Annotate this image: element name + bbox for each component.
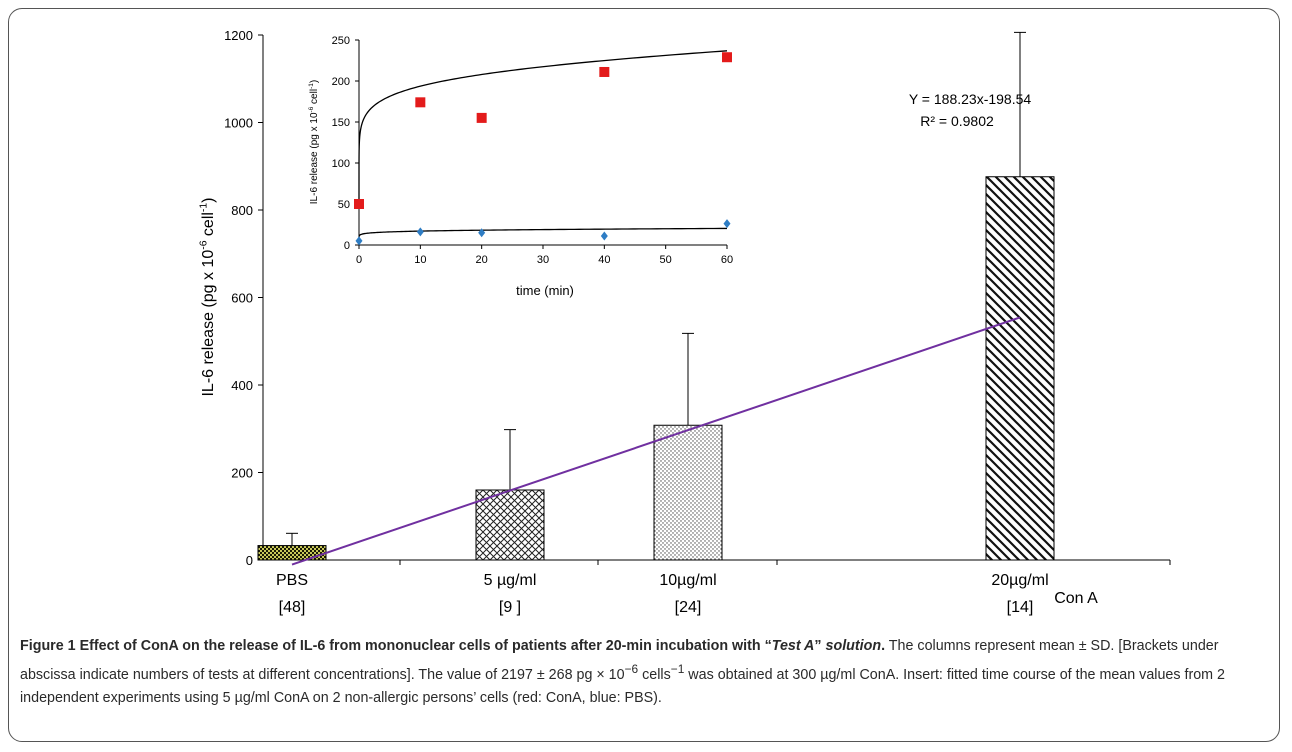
bar: [653, 424, 723, 561]
inset-y-tick-label: 250: [332, 35, 350, 47]
inset-point-red: [476, 112, 487, 123]
y-tick-label: 1200: [224, 28, 253, 43]
inset-y-tick-label: 200: [332, 76, 350, 88]
category-label: 10µg/ml: [659, 572, 716, 589]
bracket-label: [14]: [1007, 599, 1034, 616]
trend-r2: R² = 0.9802: [920, 113, 994, 129]
caption-sup-1: −6: [624, 662, 639, 676]
trendline: [291, 316, 1021, 566]
inset-y-tick-label: 50: [338, 199, 350, 211]
bar: [985, 176, 1055, 561]
inset-point-blue: [723, 219, 731, 229]
y-axis-label-part: -1: [199, 203, 210, 212]
inset-x-tick-label: 50: [660, 254, 672, 266]
inset-point-red: [722, 52, 732, 63]
inset-y-axis-label-part: -1: [308, 83, 315, 89]
inset-point-blue: [416, 227, 424, 237]
caption-sup-2: −1: [670, 662, 685, 676]
trend-equation: Y = 188.23x-198.54: [909, 91, 1032, 107]
y-axis-label-part: cell: [200, 212, 217, 240]
bracket-label: [9 ]: [499, 599, 521, 616]
y-axis-label-part: IL-6 release (pg x 10: [200, 250, 217, 397]
inset-y-axis-label-part: ): [309, 80, 320, 83]
y-tick-label: 1000: [224, 116, 253, 131]
bar: [475, 489, 545, 561]
y-tick-label: 0: [246, 553, 253, 568]
inset-y-axis-label-part: -6: [308, 106, 315, 112]
inset-x-tick-label: 40: [598, 254, 610, 266]
inset-x-tick-label: 30: [537, 254, 549, 266]
inset-fit-curve-red: [358, 50, 728, 207]
inset-x-tick-label: 10: [414, 254, 426, 266]
inset-point-blue: [478, 228, 486, 238]
caption-title-italic-2: solution: [825, 638, 882, 654]
inset-point-blue: [600, 231, 608, 241]
figure-frame: [8, 8, 1280, 742]
inset-y-tick-label: 100: [332, 158, 350, 170]
caption-body-1: The columns represent mean ± SD. [Bracke…: [20, 638, 1219, 683]
inset-point-red: [415, 97, 426, 108]
inset-x-axis-label: time (min): [516, 283, 574, 298]
inset-x-tick-label: 20: [476, 254, 488, 266]
y-tick-label: 200: [231, 466, 253, 481]
y-tick-label: 600: [231, 291, 253, 306]
inset-y-axis-label-part: IL-6 release (pg x 10: [309, 112, 320, 204]
caption-body-3: was obtained at 300 µg/ml ConA. Insert: …: [20, 666, 1225, 706]
category-label: 20µg/ml: [991, 572, 1048, 589]
inset-y-tick-label: 150: [332, 117, 350, 129]
inset-y-axis-label-part: cell: [309, 89, 320, 107]
inset-y-axis-label: IL-6 release (pg x 10-6 cell-1): [308, 80, 320, 204]
y-axis-label-part: -6: [199, 240, 210, 249]
inset-chart: 0 50 100 150 200 250 0 10 20 30 40 50 60 time (min) IL…: [308, 35, 733, 298]
bracket-label: [24]: [675, 599, 702, 616]
inset-point-red: [354, 199, 364, 209]
inset-point-red: [599, 66, 610, 77]
y-axis-label-part: ): [200, 197, 217, 202]
bar: [257, 545, 327, 561]
category-label: PBS: [276, 572, 308, 589]
caption-title-quote: ”: [814, 638, 826, 654]
category-label: 5 µg/ml: [484, 572, 537, 589]
inset-y-tick-label: 0: [344, 240, 350, 252]
y-tick-label: 800: [231, 203, 253, 218]
inset-point-blue: [355, 236, 363, 246]
caption-title: Figure 1 Effect of ConA on the release o…: [20, 638, 772, 654]
group-label: Con A: [1054, 590, 1098, 607]
caption-body-2: cells: [638, 666, 671, 683]
caption-title-end: .: [881, 638, 886, 654]
y-tick-label: 400: [231, 378, 253, 393]
inset-x-tick-label: 60: [721, 254, 733, 266]
inset-x-tick-label: 0: [356, 254, 362, 266]
figure-caption: Figure 1 Effect of ConA on the release o…: [20, 635, 1272, 710]
caption-title-italic: Test A: [771, 638, 815, 654]
y-axis-label: IL-6 release (pg x 10-6 cell-1): [199, 197, 217, 396]
inset-fit-curve-blue: [358, 227, 728, 241]
bracket-label: [48]: [279, 599, 306, 616]
